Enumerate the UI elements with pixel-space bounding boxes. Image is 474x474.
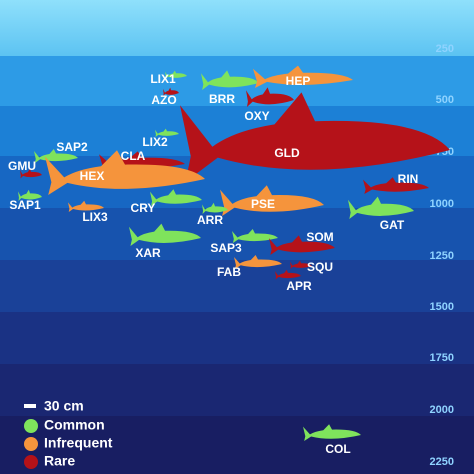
species-label: LIX2 <box>142 135 168 149</box>
fish <box>165 70 187 79</box>
scale-bar <box>24 404 36 408</box>
band <box>0 312 474 364</box>
depth-label: 1500 <box>430 301 454 313</box>
fish <box>363 177 429 194</box>
fish <box>163 87 179 96</box>
fish <box>180 92 450 182</box>
depth-label: 250 <box>436 43 454 55</box>
fish <box>348 196 414 219</box>
fish <box>150 189 202 206</box>
species-label: SQU <box>307 260 333 274</box>
legend-label: Infrequent <box>44 435 113 451</box>
depth-label: 1750 <box>430 352 454 364</box>
species-label: HEX <box>80 169 105 183</box>
fish <box>232 229 278 243</box>
species-label: AZO <box>151 93 176 107</box>
species-label: GAT <box>380 218 405 232</box>
band <box>0 208 474 260</box>
species-label: GLD <box>274 146 300 160</box>
species-label: SOM <box>306 230 333 244</box>
fish <box>155 128 179 137</box>
fish <box>20 168 42 179</box>
species-label: CLA <box>121 149 146 163</box>
depth-label: 2250 <box>430 456 454 468</box>
species-label: APR <box>286 279 312 293</box>
fish <box>253 65 353 88</box>
species-label: SAP3 <box>210 241 242 255</box>
fish <box>68 200 104 212</box>
band <box>0 260 474 312</box>
content: 250500750100012501500175020002250LIX1AZO… <box>8 43 454 469</box>
species-label: LIX3 <box>82 210 108 224</box>
fish <box>246 87 294 107</box>
species-label: RIN <box>398 172 419 186</box>
legend-swatch <box>24 419 38 433</box>
species-label: OXY <box>244 109 269 123</box>
fish <box>275 269 301 280</box>
depth-label: 2000 <box>430 404 454 416</box>
species-label: SAP2 <box>56 140 88 154</box>
depth-label: 1000 <box>430 198 454 210</box>
species-label: PSE <box>251 197 275 211</box>
species-label: CRY <box>131 201 156 215</box>
fish <box>234 255 282 269</box>
fish <box>202 202 228 214</box>
band <box>0 0 474 56</box>
fish <box>220 185 324 216</box>
depth-label: 500 <box>436 94 454 106</box>
species-label: GMU <box>8 159 36 173</box>
band <box>0 364 474 416</box>
scale-label: 30 cm <box>44 398 84 414</box>
fish <box>18 189 42 201</box>
species-label: ARR <box>197 213 223 227</box>
species-label: COL <box>325 442 350 456</box>
legend-swatch <box>24 455 38 469</box>
fish <box>201 70 259 90</box>
fish <box>129 223 201 246</box>
fish <box>34 149 78 163</box>
legend-label: Rare <box>44 453 75 469</box>
fish <box>45 150 205 195</box>
fish <box>269 235 335 255</box>
species-label: BRR <box>209 92 235 106</box>
legend-swatch <box>24 437 38 451</box>
legend-label: Common <box>44 417 105 433</box>
species-label: XAR <box>135 246 161 260</box>
species-label: FAB <box>217 265 241 279</box>
species-label: LIX1 <box>150 72 176 86</box>
species-label: SAP1 <box>9 198 41 212</box>
fish <box>290 260 312 269</box>
depth-label: 1250 <box>430 250 454 262</box>
species-label: HEP <box>286 74 311 88</box>
fish <box>303 424 361 441</box>
band <box>0 416 474 474</box>
